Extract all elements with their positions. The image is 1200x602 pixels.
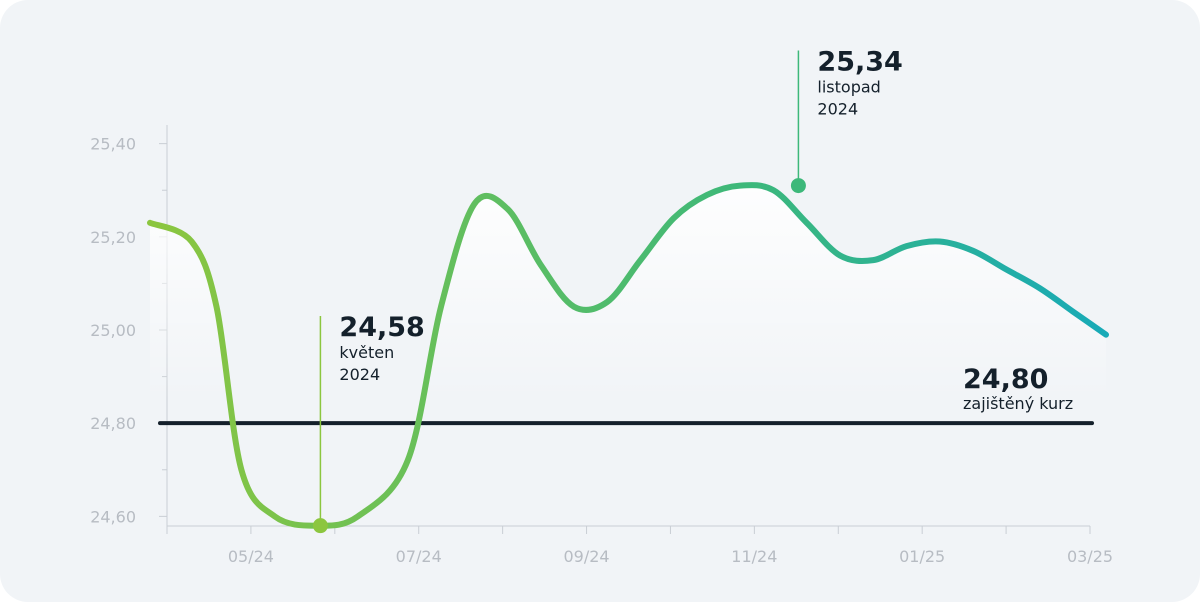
- x-tick-label: 09/24: [563, 547, 609, 566]
- x-tick-label: 11/24: [731, 547, 777, 566]
- series-line: [147, 182, 1109, 529]
- x-tick-label: 05/24: [228, 547, 274, 566]
- y-tick-label: 25,20: [90, 228, 136, 247]
- annotation-point: [312, 518, 328, 534]
- annotation-value: 25,34: [817, 46, 902, 77]
- annotation-year: 2024: [817, 99, 858, 118]
- annotation-point: [790, 178, 806, 194]
- x-tick-label: 01/25: [899, 547, 945, 566]
- y-tick-label: 25,40: [90, 135, 136, 154]
- annotation-month: květen: [339, 343, 394, 362]
- annotation-month: listopad: [817, 77, 880, 96]
- x-tick-label: 03/25: [1067, 547, 1113, 566]
- y-tick-label: 25,00: [90, 321, 136, 340]
- series-area: [150, 185, 1106, 526]
- x-tick-label: 07/24: [396, 547, 442, 566]
- annotation-year: 2024: [339, 365, 380, 384]
- y-tick-label: 24,80: [90, 414, 136, 433]
- annotation-value: 24,58: [339, 312, 424, 343]
- reference-text-label: zajištěný kurz: [963, 394, 1073, 413]
- y-tick-label: 24,60: [90, 507, 136, 526]
- reference-value-label: 24,80: [963, 364, 1048, 395]
